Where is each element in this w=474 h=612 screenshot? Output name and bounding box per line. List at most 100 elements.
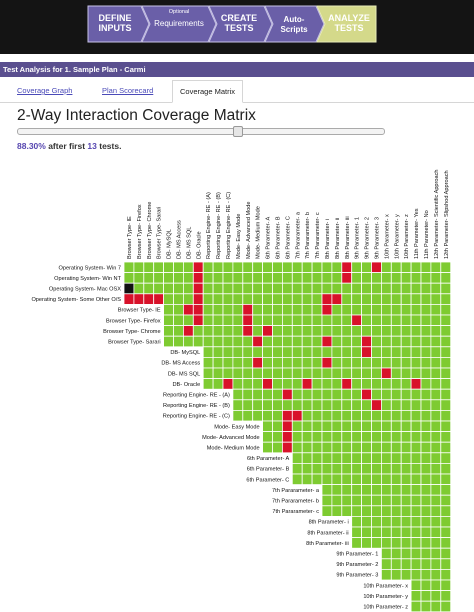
matrix-cell[interactable] [272, 399, 283, 411]
matrix-cell[interactable] [173, 282, 184, 295]
matrix-cell[interactable] [272, 367, 283, 380]
matrix-cell[interactable] [232, 367, 244, 380]
matrix-cell[interactable] [430, 303, 442, 316]
matrix-cell[interactable] [420, 303, 432, 316]
matrix-cell[interactable] [341, 473, 353, 486]
matrix-cell[interactable] [341, 303, 353, 316]
matrix-cell[interactable] [440, 494, 452, 507]
matrix-cell[interactable] [301, 367, 313, 380]
matrix-cell[interactable] [420, 600, 432, 612]
matrix-cell[interactable] [420, 346, 432, 358]
matrix-cell[interactable] [380, 526, 392, 539]
matrix-cell[interactable] [430, 579, 442, 592]
matrix-cell[interactable] [311, 452, 323, 464]
matrix-cell[interactable] [311, 282, 323, 295]
matrix-cell[interactable] [331, 367, 343, 380]
matrix-cell[interactable] [291, 378, 303, 390]
matrix-cell[interactable] [371, 272, 382, 284]
matrix-cell[interactable] [341, 484, 353, 496]
matrix-cell[interactable] [281, 335, 293, 348]
matrix-cell[interactable] [232, 325, 244, 337]
matrix-cell[interactable] [420, 452, 432, 464]
matrix-cell[interactable] [351, 378, 363, 390]
matrix-cell[interactable] [400, 388, 412, 401]
matrix-cell[interactable] [420, 505, 432, 517]
matrix-cell[interactable] [380, 314, 392, 327]
matrix-cell[interactable] [351, 516, 363, 528]
matrix-cell[interactable] [143, 293, 155, 305]
matrix-cell[interactable] [242, 314, 254, 327]
matrix-cell[interactable] [440, 409, 452, 422]
matrix-cell[interactable] [341, 494, 353, 507]
tab-coverage-matrix[interactable]: Coverage Matrix [172, 80, 244, 103]
matrix-cell[interactable] [361, 526, 372, 539]
matrix-cell[interactable] [351, 272, 363, 284]
matrix-cell[interactable] [361, 431, 372, 443]
matrix-cell[interactable] [341, 441, 353, 454]
matrix-cell[interactable] [390, 441, 402, 454]
matrix-cell[interactable] [420, 335, 432, 348]
matrix-cell[interactable] [262, 378, 273, 390]
matrix-cell[interactable] [380, 431, 392, 443]
matrix-cell[interactable] [252, 356, 263, 369]
matrix-cell[interactable] [311, 346, 323, 358]
matrix-cell[interactable] [390, 452, 402, 464]
matrix-cell[interactable] [262, 399, 273, 411]
matrix-cell[interactable] [331, 399, 343, 411]
matrix-cell[interactable] [400, 293, 412, 305]
matrix-cell[interactable] [380, 569, 392, 581]
matrix-cell[interactable] [400, 516, 412, 528]
matrix-cell[interactable] [390, 569, 402, 581]
matrix-cell[interactable] [361, 494, 372, 507]
matrix-cell[interactable] [252, 409, 263, 422]
matrix-cell[interactable] [440, 378, 452, 390]
matrix-cell[interactable] [133, 282, 145, 295]
matrix-cell[interactable] [212, 282, 224, 295]
matrix-cell[interactable] [351, 399, 363, 411]
matrix-cell[interactable] [252, 272, 263, 284]
matrix-cell[interactable] [202, 303, 214, 316]
matrix-cell[interactable] [410, 579, 422, 592]
matrix-cell[interactable] [212, 378, 224, 390]
matrix-cell[interactable] [390, 558, 402, 570]
matrix-cell[interactable] [182, 282, 194, 295]
matrix-cell[interactable] [153, 293, 164, 305]
matrix-cell[interactable] [232, 356, 244, 369]
matrix-cell[interactable] [430, 346, 442, 358]
matrix-cell[interactable] [351, 526, 363, 539]
matrix-cell[interactable] [420, 558, 432, 570]
matrix-cell[interactable] [272, 409, 283, 422]
matrix-cell[interactable] [390, 272, 402, 284]
matrix-cell[interactable] [420, 293, 432, 305]
matrix-cell[interactable] [272, 388, 283, 401]
matrix-cell[interactable] [410, 356, 422, 369]
matrix-cell[interactable] [163, 335, 174, 348]
matrix-cell[interactable] [321, 484, 333, 496]
matrix-cell[interactable] [222, 314, 234, 327]
matrix-cell[interactable] [331, 441, 343, 454]
matrix-cell[interactable] [311, 462, 323, 475]
matrix-cell[interactable] [400, 272, 412, 284]
matrix-cell[interactable] [262, 356, 273, 369]
matrix-cell[interactable] [440, 335, 452, 348]
matrix-cell[interactable] [440, 462, 452, 475]
matrix-cell[interactable] [430, 272, 442, 284]
matrix-cell[interactable] [371, 494, 382, 507]
matrix-cell[interactable] [311, 293, 323, 305]
matrix-cell[interactable] [133, 272, 145, 284]
matrix-cell[interactable] [341, 325, 353, 337]
matrix-cell[interactable] [341, 346, 353, 358]
matrix-cell[interactable] [361, 378, 372, 390]
matrix-cell[interactable] [410, 452, 422, 464]
matrix-cell[interactable] [440, 261, 452, 274]
matrix-cell[interactable] [272, 441, 283, 454]
matrix-cell[interactable] [242, 293, 254, 305]
matrix-cell[interactable] [262, 441, 273, 454]
matrix-cell[interactable] [351, 261, 363, 274]
test-count-slider[interactable] [17, 128, 385, 135]
matrix-cell[interactable] [262, 303, 273, 316]
matrix-cell[interactable] [371, 399, 382, 411]
matrix-cell[interactable] [291, 314, 303, 327]
matrix-cell[interactable] [440, 579, 452, 592]
matrix-cell[interactable] [321, 409, 333, 422]
